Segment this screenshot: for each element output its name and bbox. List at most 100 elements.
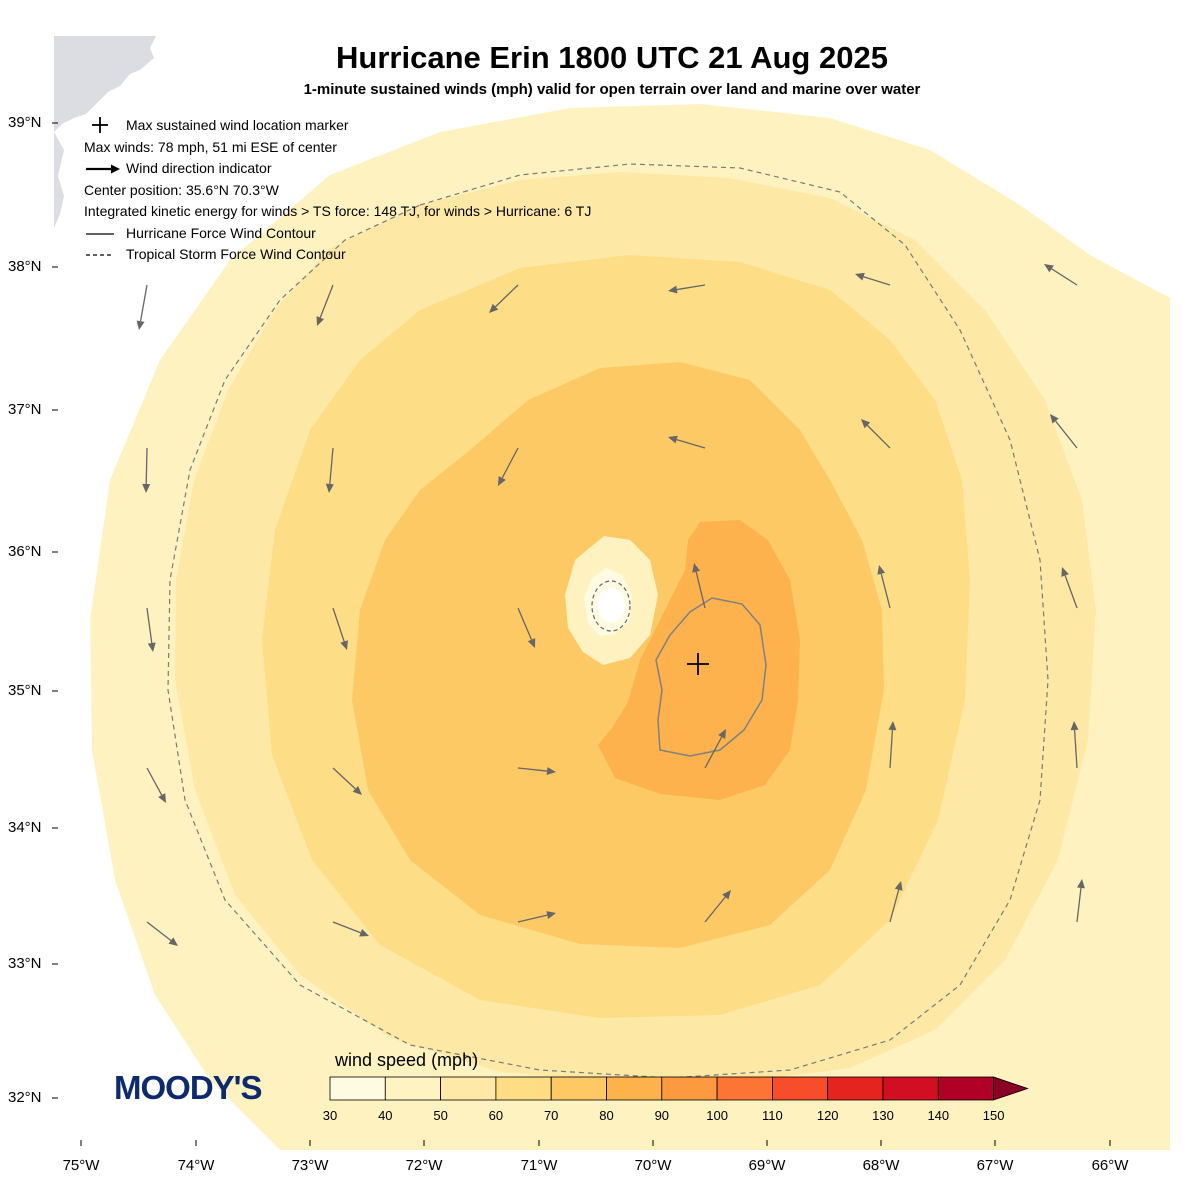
plus-marker-icon [84, 115, 124, 136]
lon-label-74: 74°W [177, 1157, 215, 1174]
lon-label-71: 71°W [520, 1157, 558, 1174]
colorbar-tick-label: 30 [322, 1108, 338, 1123]
wind-arrow [332, 921, 369, 937]
legend-hurricane-label: Hurricane Force Wind Contour [126, 224, 316, 241]
legend-direction-label: Wind direction indicator [126, 160, 272, 176]
wind-arrow [889, 881, 903, 923]
dashed-line-icon [84, 244, 124, 265]
solid-line-icon [84, 223, 124, 244]
legend-ts-label: Tropical Storm Force Wind Contour [126, 246, 346, 262]
wind-arrow [498, 447, 519, 486]
colorbar-tick-label: 120 [816, 1108, 839, 1123]
legend-center: Center position: 35.6°N 70.3°W [84, 181, 279, 198]
wind-arrow [861, 419, 891, 449]
legend-ike: Integrated kinetic energy for winds > TS… [84, 203, 592, 219]
x-axis-ticks [80, 1140, 1111, 1146]
eye-ts-contour [591, 580, 631, 632]
wind-arrow [332, 767, 362, 795]
lat-label-35: 35°N [8, 682, 42, 699]
wind-arrow [1076, 879, 1085, 923]
max-wind-marker [687, 653, 709, 675]
wind-arrow [136, 284, 148, 330]
wind-arrow [517, 767, 556, 776]
hurricane-force-contour [655, 597, 767, 757]
colorbar-tick-label: 150 [982, 1108, 1005, 1123]
colorbar-tick-label: 110 [762, 1108, 783, 1123]
wind-direction-arrows [136, 264, 1085, 946]
lon-label-72: 72°W [405, 1157, 443, 1174]
lat-label-36: 36°N [8, 543, 42, 560]
legend-max-winds: Max winds: 78 mph, 51 mi ESE of center [84, 138, 337, 155]
lat-label-39: 39°N [8, 114, 42, 131]
lon-label-68: 68°W [862, 1157, 900, 1174]
moodys-logo: MOODY'S [114, 1069, 263, 1106]
colorbar-segment [495, 1076, 552, 1101]
colorbar-segment [329, 1076, 386, 1101]
colorbar-segment [661, 1076, 718, 1101]
legend-marker-row: Max sustained wind location marker [84, 115, 591, 137]
colorbar-tick-label: 80 [599, 1108, 614, 1123]
wind-arrow [146, 921, 178, 946]
lon-label-75: 75°W [62, 1157, 100, 1174]
colorbar-tick-label: 60 [488, 1108, 504, 1123]
lat-label-38: 38°N [8, 258, 42, 275]
wind-arrow [489, 284, 519, 313]
map-subtitle: 1-minute sustained winds (mph) valid for… [303, 81, 921, 98]
wind-arrow [668, 284, 706, 294]
colorbar-segment [716, 1076, 773, 1101]
y-axis-ticks [52, 122, 58, 1099]
lon-label-67: 67°W [976, 1157, 1014, 1174]
legend-marker-label: Max sustained wind location marker [126, 117, 349, 133]
colorbar-segment [606, 1076, 663, 1101]
legend-direction-row: Wind direction indicator [84, 158, 591, 180]
lon-label-70: 70°W [634, 1157, 672, 1174]
eye-center [597, 588, 625, 622]
map-title: Hurricane Erin 1800 UTC 21 Aug 2025 [336, 40, 888, 75]
wind-arrow [332, 607, 348, 650]
colorbar-tick-label: 130 [872, 1108, 894, 1123]
colorbar-segment [550, 1076, 607, 1101]
wind-band-70-80 [598, 520, 800, 800]
wind-arrow [517, 607, 536, 648]
lat-label-33: 33°N [8, 955, 42, 972]
lon-label-73: 73°W [291, 1157, 329, 1174]
colorbar-segment [937, 1076, 994, 1101]
legend: Max sustained wind location marker Max w… [84, 115, 591, 266]
colorbar-extend-arrow [993, 1076, 1029, 1101]
colorbar-tick-label: 100 [706, 1108, 728, 1123]
lat-label-34: 34°N [8, 819, 42, 836]
lat-label-32: 32°N [8, 1089, 42, 1106]
wind-arrow [704, 729, 726, 769]
wind-arrow [1050, 414, 1078, 449]
wind-arrow [142, 447, 151, 493]
arrow-right-icon [84, 158, 124, 179]
wind-arrow [146, 607, 156, 652]
lat-label-37: 37°N [8, 401, 42, 418]
colorbar-title: wind speed (mph) [335, 1050, 479, 1070]
colorbar-segment [772, 1076, 829, 1101]
colorbar-segment [827, 1076, 884, 1101]
colorbar-segment [882, 1076, 939, 1101]
wind-arrow [517, 911, 556, 923]
colorbar [329, 1076, 1029, 1101]
colorbar-segment [440, 1076, 497, 1101]
colorbar-tick-label: 70 [543, 1108, 559, 1123]
wind-arrow [692, 563, 706, 609]
land-coastline [54, 36, 156, 228]
wind-arrow [146, 767, 166, 803]
wind-arrow [1044, 264, 1078, 286]
wind-arrow [888, 721, 897, 769]
wind-arrow [325, 447, 334, 493]
lon-label-69: 69°W [748, 1157, 786, 1174]
tropical-storm-force-contour [167, 163, 1049, 1079]
legend-hurricane-row: Hurricane Force Wind Contour [84, 223, 591, 245]
wind-arrow [704, 890, 731, 923]
wind-arrow [316, 284, 334, 326]
colorbar-tick-label: 90 [654, 1108, 670, 1123]
wind-arrow [1070, 721, 1079, 769]
wind-arrow [855, 272, 891, 286]
wind-arrow [668, 435, 706, 449]
colorbar-tick-label: 40 [378, 1108, 393, 1123]
colorbar-segment [384, 1076, 441, 1101]
